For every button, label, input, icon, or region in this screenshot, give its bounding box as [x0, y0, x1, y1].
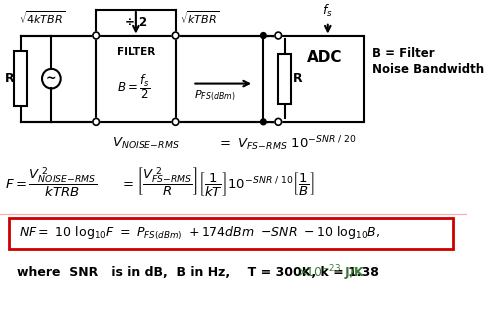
- Text: ~: ~: [46, 72, 56, 85]
- Text: $V_{NOISE\mathrm{-}RMS}$: $V_{NOISE\mathrm{-}RMS}$: [112, 136, 180, 151]
- Circle shape: [275, 32, 281, 39]
- Text: R: R: [293, 72, 302, 85]
- Text: R: R: [4, 72, 14, 85]
- Circle shape: [275, 118, 281, 125]
- Text: $= \ V_{FS\mathrm{-}RMS} \ 10^{-SNR\ /\ 20}$: $= \ V_{FS\mathrm{-}RMS} \ 10^{-SNR\ /\ …: [216, 134, 356, 153]
- Text: $NF = \ 10\ \log_{10}\!F \ = \ P_{FS(dBm)} \ + 174dBm \ -\!SNR \ - 10\ \log_{10}: $NF = \ 10\ \log_{10}\!F \ = \ P_{FS(dBm…: [18, 225, 380, 242]
- Text: B = Filter: B = Filter: [372, 47, 434, 60]
- Circle shape: [93, 32, 100, 39]
- Bar: [14, 51, 27, 106]
- Text: ÷ 2: ÷ 2: [125, 16, 147, 29]
- Circle shape: [260, 33, 266, 39]
- Circle shape: [93, 118, 100, 125]
- Bar: [264, 35, 364, 122]
- Text: ADC: ADC: [307, 49, 342, 64]
- Text: $\sqrt{4kTBR}$: $\sqrt{4kTBR}$: [18, 10, 65, 26]
- Text: $P_{FS(dBm)}$: $P_{FS(dBm)}$: [194, 88, 235, 102]
- Text: $= \left[\dfrac{V_{FS\mathrm{-}RMS}^{\ 2}}{R}\right]\left[\dfrac{1}{kT}\right]10: $= \left[\dfrac{V_{FS\mathrm{-}RMS}^{\ 2…: [120, 166, 314, 200]
- Text: $B = \dfrac{f_s}{2}$: $B = \dfrac{f_s}{2}$: [118, 72, 150, 101]
- Bar: [10, 218, 453, 249]
- Bar: [278, 54, 291, 104]
- Text: Noise Bandwidth: Noise Bandwidth: [372, 63, 484, 76]
- Text: $\sqrt{kTBR}$: $\sqrt{kTBR}$: [180, 10, 220, 26]
- Text: where  SNR   is in dB,  B in Hz,    T = 300K, k = 1.38: where SNR is in dB, B in Hz, T = 300K, k…: [17, 266, 378, 279]
- Text: FILTER: FILTER: [117, 47, 155, 57]
- Bar: [96, 35, 176, 122]
- Circle shape: [172, 118, 179, 125]
- Text: $\times\!10^{-23}$ J/K: $\times\!10^{-23}$ J/K: [297, 263, 366, 283]
- Circle shape: [260, 119, 266, 125]
- Text: $F = \dfrac{V_{NOISE\mathrm{-}RMS}^{\ 2}}{kTRB}$: $F = \dfrac{V_{NOISE\mathrm{-}RMS}^{\ 2}…: [4, 166, 97, 200]
- Text: $f_s$: $f_s$: [322, 3, 333, 19]
- Circle shape: [172, 32, 179, 39]
